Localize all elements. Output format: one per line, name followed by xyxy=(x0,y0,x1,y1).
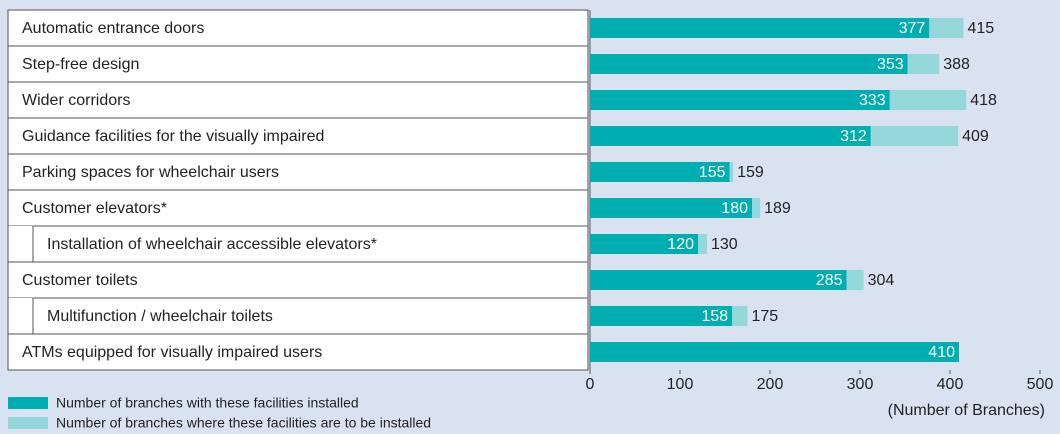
row-indent xyxy=(8,226,33,262)
bar xyxy=(907,54,940,74)
row-cell xyxy=(7,117,589,155)
bar xyxy=(590,90,890,110)
total-label: 159 xyxy=(737,164,764,181)
category-label: ATMs equipped for visually impaired user… xyxy=(22,344,322,361)
bar xyxy=(846,270,864,290)
x-tick-label: 500 xyxy=(1027,376,1054,393)
value-label: 155 xyxy=(699,164,726,181)
total-label: 175 xyxy=(752,308,779,325)
x-tick-label: 300 xyxy=(847,376,874,393)
bar xyxy=(590,126,871,146)
x-axis-label: (Number of Branches) xyxy=(888,402,1045,419)
row-indent xyxy=(8,298,33,334)
bar xyxy=(590,18,930,38)
value-label: 377 xyxy=(899,20,926,37)
total-label: 418 xyxy=(970,92,997,109)
row-cell xyxy=(7,189,589,227)
legend-label: Number of branches with these facilities… xyxy=(56,395,359,411)
value-label: 180 xyxy=(721,200,748,217)
bar xyxy=(752,198,761,218)
bar xyxy=(590,306,733,326)
category-label: Customer elevators* xyxy=(22,200,167,217)
total-label: 409 xyxy=(962,128,989,145)
bar xyxy=(590,342,959,362)
row-cell xyxy=(7,81,589,119)
category-label: Step-free design xyxy=(22,56,139,73)
legend-swatch xyxy=(8,397,48,409)
legend-swatch xyxy=(8,417,48,429)
total-label: 415 xyxy=(968,20,995,37)
bar xyxy=(590,234,698,254)
row-cell xyxy=(7,45,589,83)
total-label: 189 xyxy=(764,200,791,217)
row-cell xyxy=(32,225,589,263)
total-label: 388 xyxy=(943,56,970,73)
x-tick-label: 400 xyxy=(937,376,964,393)
category-label: Multifunction / wheelchair toilets xyxy=(47,308,273,325)
row-cell xyxy=(7,9,589,47)
bar xyxy=(889,90,967,110)
value-label: 285 xyxy=(816,272,843,289)
value-label: 120 xyxy=(667,236,694,253)
total-label: 130 xyxy=(711,236,738,253)
legend-label: Number of branches where these facilitie… xyxy=(56,415,431,431)
bar xyxy=(729,162,734,182)
bar xyxy=(870,126,959,146)
value-label: 353 xyxy=(877,56,904,73)
category-label: Guidance facilities for the visually imp… xyxy=(22,128,324,145)
category-label: Customer toilets xyxy=(22,272,138,289)
row-cell xyxy=(7,261,589,299)
bar xyxy=(929,18,964,38)
value-label: 410 xyxy=(928,344,955,361)
total-label: 304 xyxy=(868,272,895,289)
x-tick-label: 200 xyxy=(757,376,784,393)
value-label: 333 xyxy=(859,92,886,109)
x-tick-label: 0 xyxy=(586,376,595,393)
category-label: Wider corridors xyxy=(22,92,130,109)
bar xyxy=(590,270,847,290)
category-label: Automatic entrance doors xyxy=(22,20,204,37)
bar xyxy=(590,54,908,74)
value-label: 312 xyxy=(840,128,867,145)
row-cell xyxy=(7,333,589,371)
x-tick-label: 100 xyxy=(667,376,694,393)
value-label: 158 xyxy=(701,308,728,325)
bar xyxy=(590,162,730,182)
bar xyxy=(732,306,748,326)
bar xyxy=(698,234,707,254)
category-label: Installation of wheelchair accessible el… xyxy=(47,236,377,253)
bar xyxy=(590,198,752,218)
category-label: Parking spaces for wheelchair users xyxy=(22,164,279,181)
